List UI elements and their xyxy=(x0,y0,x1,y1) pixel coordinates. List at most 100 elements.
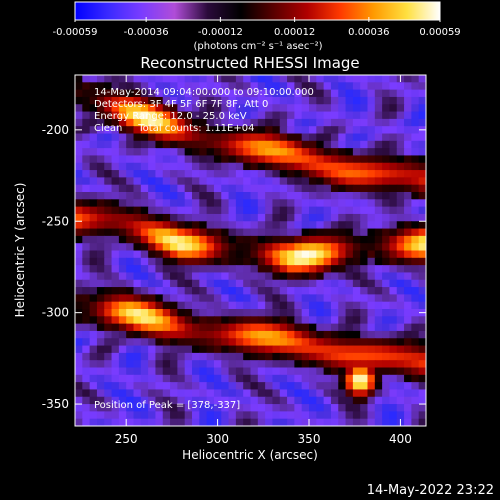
heatmap-cell xyxy=(118,162,127,171)
heatmap-cell xyxy=(133,345,142,354)
heatmap-cell xyxy=(345,221,354,230)
heatmap-cell xyxy=(367,279,376,288)
heatmap-cell xyxy=(411,360,420,369)
heatmap-cell xyxy=(126,89,135,98)
heatmap-cell xyxy=(374,382,383,391)
heatmap-cell xyxy=(294,287,303,295)
heatmap-cell xyxy=(338,155,347,164)
heatmap-cell xyxy=(155,309,164,317)
heatmap-cell xyxy=(301,309,310,317)
heatmap-cell xyxy=(148,96,157,105)
heatmap-cell xyxy=(338,382,347,391)
heatmap-cell xyxy=(287,213,295,222)
heatmap-cell xyxy=(199,396,208,405)
heatmap-cell xyxy=(221,177,230,186)
heatmap-cell xyxy=(184,250,193,259)
heatmap-cell xyxy=(404,294,412,303)
heatmap-cell xyxy=(265,199,274,208)
heatmap-cell xyxy=(367,301,376,310)
heatmap-cell xyxy=(89,126,98,135)
heatmap-cell xyxy=(155,213,164,222)
heatmap-cell xyxy=(404,133,412,142)
heatmap-cell xyxy=(126,243,135,252)
heatmap-cell xyxy=(374,162,383,171)
heatmap-cell xyxy=(133,140,142,149)
heatmap-cell xyxy=(133,301,142,310)
heatmap-cell xyxy=(89,265,98,274)
heatmap-cell xyxy=(75,243,83,252)
heatmap-cell xyxy=(404,323,412,332)
heatmap-cell xyxy=(213,148,222,157)
heatmap-cell xyxy=(330,265,339,274)
heatmap-cell xyxy=(287,96,295,105)
heatmap-cell xyxy=(243,162,252,171)
heatmap-cell xyxy=(338,404,347,412)
heatmap-cell xyxy=(316,338,325,347)
heatmap-cell xyxy=(404,148,412,157)
heatmap-cell xyxy=(330,118,339,127)
heatmap-cell xyxy=(104,360,113,369)
heatmap-cell xyxy=(316,177,325,186)
heatmap-cell xyxy=(111,316,120,325)
heatmap-cell xyxy=(404,279,412,288)
heatmap-cell xyxy=(235,265,244,274)
heatmap-cell xyxy=(330,301,339,310)
heatmap-cell xyxy=(323,111,332,120)
heatmap-cell xyxy=(243,411,252,420)
heatmap-cell xyxy=(140,338,149,347)
heatmap-cell xyxy=(367,177,376,186)
heatmap-cell xyxy=(360,104,369,113)
heatmap-cell xyxy=(104,389,113,398)
heatmap-cell xyxy=(389,177,398,186)
heatmap-cell xyxy=(374,301,383,310)
heatmap-cell xyxy=(221,301,230,310)
heatmap-cell xyxy=(177,75,186,83)
heatmap-cell xyxy=(228,104,237,113)
heatmap-cell xyxy=(104,162,113,171)
heatmap-cell xyxy=(309,345,317,354)
heatmap-cell xyxy=(96,75,105,83)
heatmap-cell xyxy=(360,133,369,142)
heatmap-cell xyxy=(155,118,164,127)
heatmap-cell xyxy=(104,140,113,149)
heatmap-cell xyxy=(192,104,200,113)
heatmap-cell xyxy=(345,126,354,135)
heatmap-cell xyxy=(155,396,164,405)
heatmap-cell xyxy=(111,96,120,105)
heatmap-cell xyxy=(155,352,164,361)
heatmap-cell xyxy=(192,418,200,426)
heatmap-cell xyxy=(206,126,215,135)
heatmap-cell xyxy=(316,265,325,274)
info-line-detectors: Detectors: 3F 4F 5F 6F 7F 8F, Att 0 xyxy=(94,99,268,110)
heatmap-cell xyxy=(287,345,295,354)
heatmap-cell xyxy=(235,155,244,164)
heatmap-cell xyxy=(192,140,200,149)
heatmap-cell xyxy=(170,382,178,391)
heatmap-cell xyxy=(352,206,361,215)
heatmap-cell xyxy=(323,301,332,310)
heatmap-cell xyxy=(338,221,347,230)
heatmap-cell xyxy=(89,309,98,317)
heatmap-cell xyxy=(140,148,149,157)
heatmap-cell xyxy=(389,155,398,164)
heatmap-cell xyxy=(206,162,215,171)
heatmap-cell xyxy=(235,279,244,288)
heatmap-cell xyxy=(294,404,303,412)
heatmap-cell xyxy=(323,177,332,186)
heatmap-cell xyxy=(228,75,237,83)
heatmap-cell xyxy=(360,235,369,244)
heatmap-cell xyxy=(118,272,127,281)
heatmap-cell xyxy=(170,104,178,113)
heatmap-cell xyxy=(382,162,391,171)
heatmap-cell xyxy=(126,389,135,398)
heatmap-cell xyxy=(411,250,420,259)
heatmap-cell xyxy=(330,345,339,354)
heatmap-cell xyxy=(192,89,200,98)
heatmap-cell xyxy=(382,301,391,310)
heatmap-cell xyxy=(111,213,120,222)
heatmap-cell xyxy=(301,382,310,391)
heatmap-cell xyxy=(338,316,347,325)
heatmap-cell xyxy=(104,301,113,310)
heatmap-cell xyxy=(162,374,171,383)
heatmap-cell xyxy=(404,418,412,426)
